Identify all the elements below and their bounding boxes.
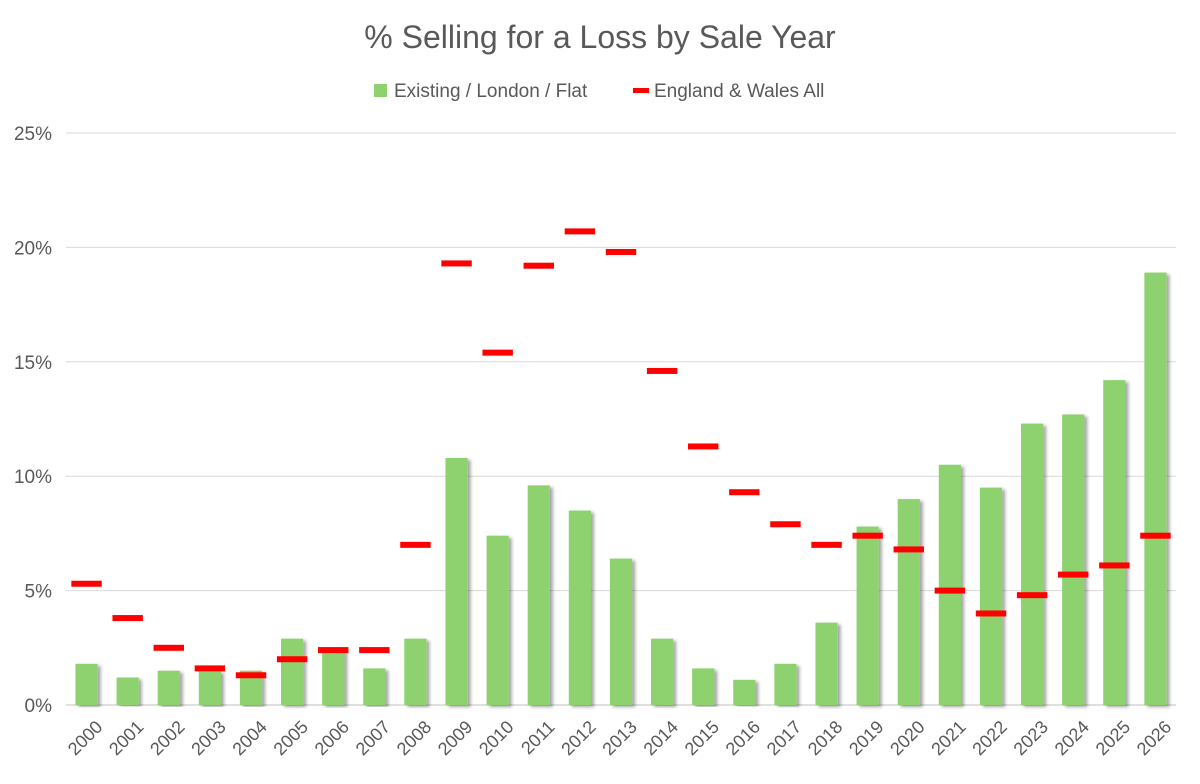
bar-2023 <box>1021 423 1044 705</box>
y-tick-label: 25% <box>14 124 52 145</box>
bar-2006 <box>322 647 345 705</box>
marker-2005 <box>276 656 308 663</box>
bar-2002 <box>157 670 180 705</box>
bar-2010 <box>486 535 509 705</box>
marker-2001 <box>112 615 143 622</box>
x-tick-label-2023: 2023 <box>1010 717 1052 759</box>
bar-2001 <box>116 677 139 705</box>
x-tick-label-2004: 2004 <box>228 717 270 759</box>
x-tick-label-2003: 2003 <box>187 717 229 759</box>
bar-2018 <box>815 622 838 705</box>
x-tick-label-2000: 2000 <box>64 717 106 759</box>
marker-2023 <box>1016 592 1048 599</box>
x-tick-label-2026: 2026 <box>1133 717 1175 759</box>
legend: Existing / London / Flat England & Wales… <box>374 81 824 102</box>
x-tick-label-2016: 2016 <box>722 717 764 759</box>
x-tick-label-2021: 2021 <box>927 717 969 759</box>
marker-2014 <box>646 367 678 374</box>
x-axis-ticks: 2000200120022003200420052006200720082009… <box>64 717 1175 759</box>
x-tick-label-2019: 2019 <box>845 717 887 759</box>
bar-2004 <box>239 670 263 705</box>
marker-series-england-wales-all <box>71 228 1171 679</box>
bar-2026 <box>1144 272 1167 705</box>
bar-2019 <box>856 526 879 705</box>
legend-label-england-wales-all: England & Wales All <box>654 81 824 102</box>
marker-2004 <box>235 672 267 679</box>
marker-2022 <box>975 610 1007 617</box>
bar-2021 <box>938 464 961 705</box>
marker-2019 <box>852 532 883 539</box>
y-tick-label: 10% <box>14 467 52 488</box>
marker-2017 <box>770 521 801 528</box>
x-tick-label-2022: 2022 <box>968 717 1010 759</box>
x-tick-label-2017: 2017 <box>763 717 805 759</box>
marker-2016 <box>729 489 760 496</box>
x-tick-label-2012: 2012 <box>557 717 599 759</box>
legend-swatch-existing-london-flat <box>374 84 387 97</box>
marker-2021 <box>934 587 966 594</box>
y-tick-label: 15% <box>14 353 52 374</box>
x-tick-label-2001: 2001 <box>105 717 147 759</box>
bar-2009 <box>445 457 468 705</box>
marker-2009 <box>441 260 472 267</box>
x-tick-label-2011: 2011 <box>517 717 559 759</box>
marker-2011 <box>523 262 554 269</box>
marker-2013 <box>605 248 637 255</box>
bar-2012 <box>568 510 591 705</box>
bar-2017 <box>774 663 797 705</box>
bar-2000 <box>75 663 98 705</box>
bar-2005 <box>281 638 304 705</box>
bar-2022 <box>979 487 1003 705</box>
x-tick-label-2025: 2025 <box>1092 717 1134 759</box>
marker-2000 <box>71 580 102 587</box>
y-tick-label: 0% <box>25 696 53 717</box>
marker-2008 <box>400 541 431 548</box>
bar-2011 <box>527 485 550 705</box>
bar-2014 <box>651 638 674 705</box>
bar-2025 <box>1103 380 1126 705</box>
x-tick-label-2005: 2005 <box>270 717 312 759</box>
marker-2018 <box>811 541 842 548</box>
x-tick-label-2010: 2010 <box>475 717 517 759</box>
marker-2010 <box>482 349 513 356</box>
bar-2016 <box>733 679 756 705</box>
marker-2006 <box>318 647 349 654</box>
marker-2003 <box>194 665 226 672</box>
x-tick-label-2009: 2009 <box>434 717 476 759</box>
bar-2008 <box>404 638 427 705</box>
x-tick-label-2006: 2006 <box>311 717 353 759</box>
marker-2002 <box>153 644 184 651</box>
marker-2026 <box>1140 532 1171 539</box>
x-tick-label-2020: 2020 <box>886 717 928 759</box>
bar-2007 <box>363 668 386 705</box>
bar-2003 <box>198 670 221 705</box>
bar-2024 <box>1062 414 1085 705</box>
x-tick-label-2024: 2024 <box>1051 717 1093 759</box>
y-tick-label: 20% <box>14 238 52 259</box>
bar-2015 <box>692 668 715 705</box>
x-tick-label-2018: 2018 <box>804 717 846 759</box>
bar-2013 <box>609 558 633 705</box>
x-tick-label-2015: 2015 <box>681 717 723 759</box>
legend-label-existing-london-flat: Existing / London / Flat <box>394 81 588 102</box>
y-axis-ticks: 0% 5% 10% 15% 20% 25% <box>14 124 52 717</box>
marker-2025 <box>1099 562 1130 569</box>
marker-2007 <box>359 647 390 654</box>
x-tick-label-2014: 2014 <box>640 717 682 759</box>
bar-series-existing-london-flat <box>75 272 1167 705</box>
legend-swatch-england-wales-all <box>633 88 649 93</box>
chart-title: % Selling for a Loss by Sale Year <box>364 19 836 55</box>
marker-2020 <box>893 546 924 553</box>
x-tick-label-2008: 2008 <box>393 717 435 759</box>
x-tick-label-2002: 2002 <box>146 717 188 759</box>
x-tick-label-2013: 2013 <box>598 717 640 759</box>
marker-2024 <box>1058 571 1089 578</box>
y-tick-label: 5% <box>25 582 53 603</box>
x-tick-label-2007: 2007 <box>352 717 394 759</box>
bar-2020 <box>897 499 920 705</box>
marker-2012 <box>564 228 596 235</box>
marker-2015 <box>688 443 719 450</box>
